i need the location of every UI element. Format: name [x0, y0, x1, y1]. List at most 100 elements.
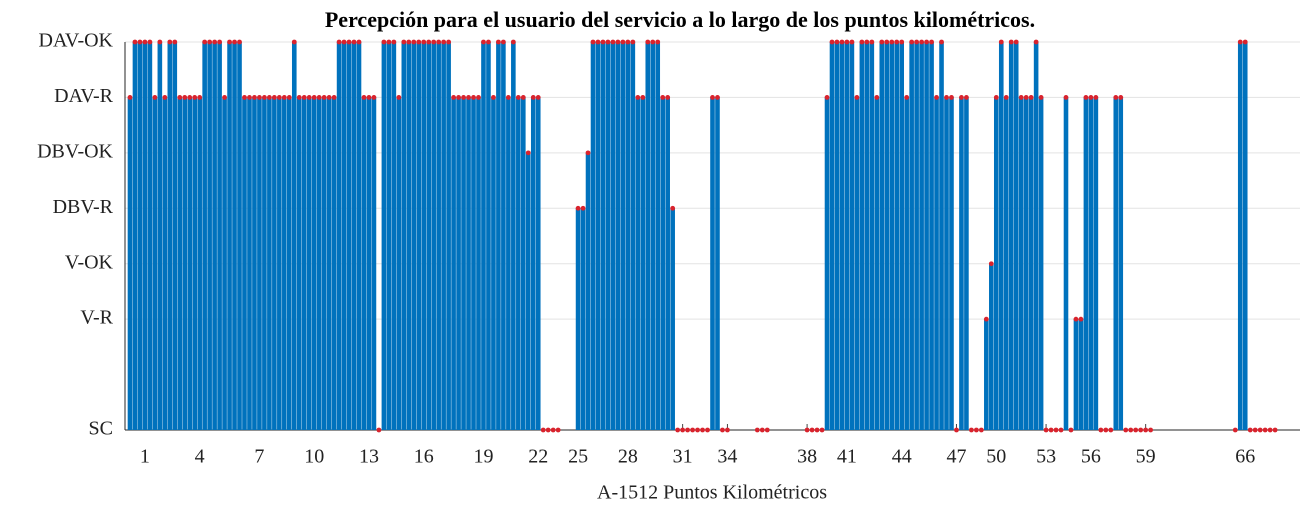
y-tick-label: DAV-OK [39, 30, 114, 52]
stem-marker [401, 39, 407, 45]
stem-marker [550, 427, 556, 433]
stem-marker [954, 427, 959, 433]
stem-marker [585, 150, 591, 156]
x-tick-label: 47 [946, 446, 966, 468]
stem-marker [635, 95, 641, 100]
stem-marker [172, 39, 178, 45]
stem-marker [152, 95, 158, 100]
stem-marker [1073, 316, 1079, 322]
stem-marker [590, 39, 596, 45]
stem-marker [271, 95, 277, 100]
stem-marker [451, 95, 457, 100]
stem-marker [854, 95, 860, 100]
stem-marker [1267, 427, 1273, 433]
stem-marker [142, 39, 148, 45]
stem-marker [1018, 95, 1024, 100]
stem-marker [660, 95, 666, 100]
stem-marker [466, 95, 471, 100]
x-tick-label: 56 [1081, 446, 1101, 468]
stem-marker [625, 39, 631, 45]
x-tick-label: 19 [473, 446, 493, 468]
stem-marker [949, 95, 954, 100]
x-tick-label: 31 [673, 446, 693, 468]
stem-marker [1272, 427, 1278, 433]
stem-marker [1128, 427, 1134, 433]
x-tick-label: 22 [528, 446, 548, 468]
stem-marker [1053, 427, 1059, 433]
stem-marker [809, 427, 815, 433]
stem-marker [496, 39, 501, 45]
stem-marker [580, 205, 586, 211]
stem-marker [1252, 427, 1258, 433]
stem-marker [500, 39, 506, 45]
stem-marker [515, 95, 521, 100]
stem-marker [291, 39, 297, 45]
stem-marker [874, 95, 880, 100]
y-tick-label: DAV-R [54, 85, 114, 107]
stem-marker [640, 95, 646, 100]
stem-marker [1043, 427, 1049, 433]
stem-marker [685, 427, 691, 433]
stem-marker [964, 95, 969, 100]
stem-marker [311, 95, 317, 100]
stem-marker [725, 427, 730, 433]
x-tick-label: 7 [254, 446, 264, 468]
stem-marker [436, 39, 442, 45]
stem-marker [700, 427, 705, 433]
stem-marker [157, 39, 163, 45]
stem-marker [162, 95, 168, 100]
stem-marker [1257, 427, 1263, 433]
stem-marker [461, 95, 466, 100]
stem-marker [227, 39, 232, 45]
stem-marker [421, 39, 427, 45]
stem-marker [695, 427, 700, 433]
stem-marker [446, 39, 452, 45]
stem-marker [476, 95, 481, 100]
stem-marker [396, 95, 402, 100]
stem-marker [1058, 427, 1064, 433]
stem-marker [715, 95, 720, 100]
stem-marker [266, 95, 272, 100]
stem-marker [720, 427, 725, 433]
stem-marker [959, 95, 964, 100]
stem-marker [381, 39, 387, 45]
stem-marker [356, 39, 362, 45]
stem-marker [207, 39, 213, 45]
stem-marker [510, 39, 516, 45]
stem-marker [670, 205, 676, 211]
stem-marker [919, 39, 925, 45]
stem-marker [814, 427, 820, 433]
stem-marker [1242, 39, 1248, 45]
stem-marker [132, 39, 138, 45]
stem-marker [824, 95, 830, 100]
stem-marker [1078, 316, 1084, 322]
stem-marker [645, 39, 651, 45]
stem-marker [341, 39, 347, 45]
stem-marker [973, 427, 979, 433]
stem-marker [1232, 427, 1238, 433]
stem-marker [376, 427, 382, 433]
stem-marker [764, 427, 770, 433]
x-tick-label: 41 [837, 446, 857, 468]
stem-marker [934, 95, 939, 100]
stem-marker [665, 95, 671, 100]
stem-marker [575, 205, 581, 211]
stem-marker [680, 427, 686, 433]
stem-marker [819, 427, 825, 433]
stem-marker [456, 95, 461, 100]
x-tick-label: 38 [797, 446, 817, 468]
stem-marker [361, 95, 367, 100]
stem-marker [276, 95, 282, 100]
stem-marker [202, 39, 208, 45]
x-tick-label: 16 [414, 446, 434, 468]
stem-marker [864, 39, 870, 45]
stem-marker [366, 95, 372, 100]
stem-marker [217, 39, 222, 45]
stem-marker [759, 427, 765, 433]
stem-marker [535, 95, 541, 100]
stem-marker [247, 95, 252, 100]
stem-marker [187, 95, 193, 100]
stem-marker [555, 427, 561, 433]
stem-marker [829, 39, 835, 45]
